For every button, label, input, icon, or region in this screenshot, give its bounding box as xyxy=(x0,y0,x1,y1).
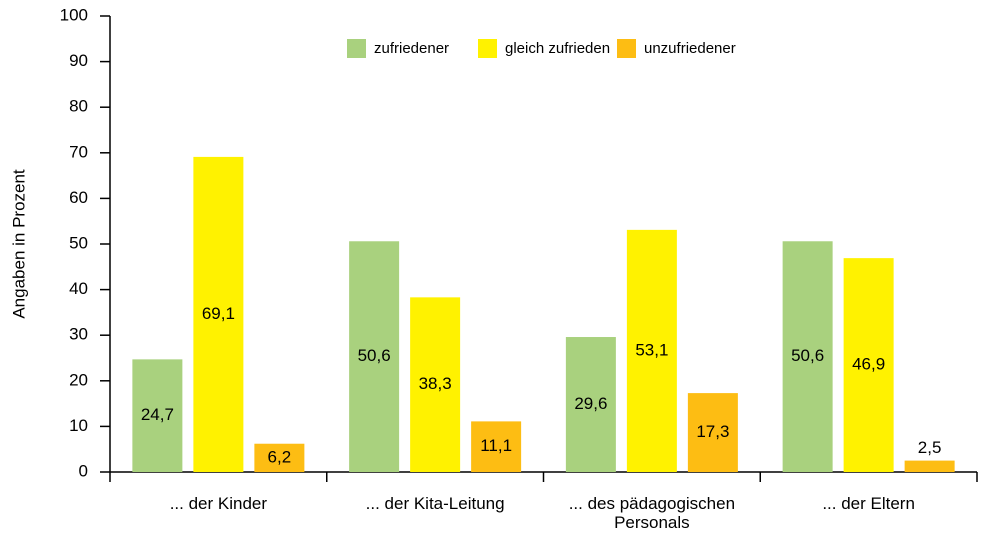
bar xyxy=(132,359,183,472)
bar xyxy=(904,460,955,472)
bar xyxy=(410,297,461,472)
y-tick-label: 50 xyxy=(69,233,88,252)
data-label: 69,1 xyxy=(202,304,235,323)
data-label: 11,1 xyxy=(480,436,512,455)
bar xyxy=(626,229,677,472)
data-label: 46,9 xyxy=(852,355,885,374)
x-tick-label: ... der Kinder xyxy=(169,494,268,513)
y-axis-label: Angaben in Prozent xyxy=(9,169,28,319)
x-tick-label: ... der Eltern xyxy=(822,494,915,513)
y-tick-label: 0 xyxy=(79,461,88,480)
bar xyxy=(471,421,522,472)
bar xyxy=(687,393,738,472)
y-tick-label: 20 xyxy=(69,370,88,389)
legend-swatch xyxy=(347,39,366,58)
y-tick-label: 80 xyxy=(69,97,88,116)
y-tick-label: 10 xyxy=(69,416,88,435)
x-tick-label: ... der Kita-Leitung xyxy=(365,494,505,513)
legend-label: unzufriedener xyxy=(644,40,736,57)
y-tick-label: 70 xyxy=(69,142,88,161)
data-label: 2,5 xyxy=(918,438,942,457)
data-label: 29,6 xyxy=(574,394,607,413)
bar xyxy=(193,156,244,473)
data-label: 17,3 xyxy=(696,422,729,441)
bar xyxy=(349,241,400,472)
legend-label: zufriedener xyxy=(374,40,449,57)
data-label: 24,7 xyxy=(141,405,174,424)
data-label: 53,1 xyxy=(635,340,668,359)
data-label: 50,6 xyxy=(358,346,391,365)
legend-label: gleich zufrieden xyxy=(505,40,610,57)
bar xyxy=(565,337,616,472)
data-label: 6,2 xyxy=(268,447,292,466)
y-tick-label: 40 xyxy=(69,279,88,298)
legend-swatch xyxy=(617,39,636,58)
data-label: 38,3 xyxy=(419,374,452,393)
y-tick-label: 60 xyxy=(69,188,88,207)
bar xyxy=(843,258,894,472)
legend-swatch xyxy=(478,39,497,58)
bar xyxy=(254,443,305,472)
y-tick-label: 30 xyxy=(69,325,88,344)
bar xyxy=(782,241,833,472)
x-tick-label: ... des pädagogischen Personals xyxy=(568,494,736,532)
y-tick-label: 100 xyxy=(60,5,88,24)
data-label: 50,6 xyxy=(791,346,824,365)
y-tick-label: 90 xyxy=(69,51,88,70)
